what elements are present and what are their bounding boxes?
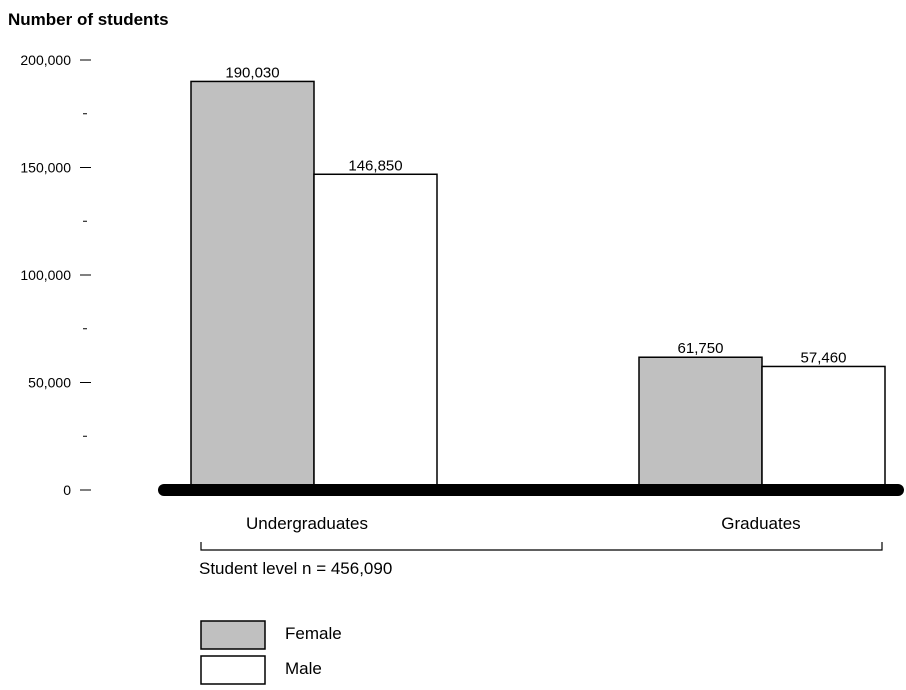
y-axis-ticks: 200,000 150,000 100,000 50,000 0 — [20, 52, 91, 498]
bar — [190, 80, 315, 491]
y-tick-label: 100,000 — [20, 267, 71, 283]
legend-swatch — [200, 655, 266, 685]
bar-value-label: 61,750 — [678, 340, 724, 357]
legend: Female Male — [200, 620, 342, 685]
bar — [761, 365, 886, 491]
category-label: Graduates — [721, 514, 800, 533]
category-labels: Undergraduates Graduates — [246, 514, 801, 533]
bar — [313, 173, 438, 491]
bars: 190,030 146,850 61,750 57,460 — [190, 64, 886, 491]
legend-swatch — [200, 620, 266, 650]
bar-value-label: 57,460 — [801, 349, 847, 366]
y-tick-label: 0 — [63, 482, 71, 498]
y-axis-label: Number of students — [8, 10, 169, 29]
bracket-label: Student level n = 456,090 — [199, 559, 392, 578]
student-level-bracket: Student level n = 456,090 — [199, 542, 883, 578]
y-tick-label: 200,000 — [20, 52, 71, 68]
bar-value-label: 190,030 — [225, 64, 279, 81]
legend-label: Female — [285, 624, 342, 643]
y-tick-label: 150,000 — [20, 160, 71, 176]
y-tick-label: 50,000 — [28, 375, 71, 391]
bar-value-label: 146,850 — [348, 157, 402, 174]
category-label: Undergraduates — [246, 514, 368, 533]
bracket-line — [200, 542, 883, 551]
bar — [638, 356, 763, 491]
legend-label: Male — [285, 659, 322, 678]
